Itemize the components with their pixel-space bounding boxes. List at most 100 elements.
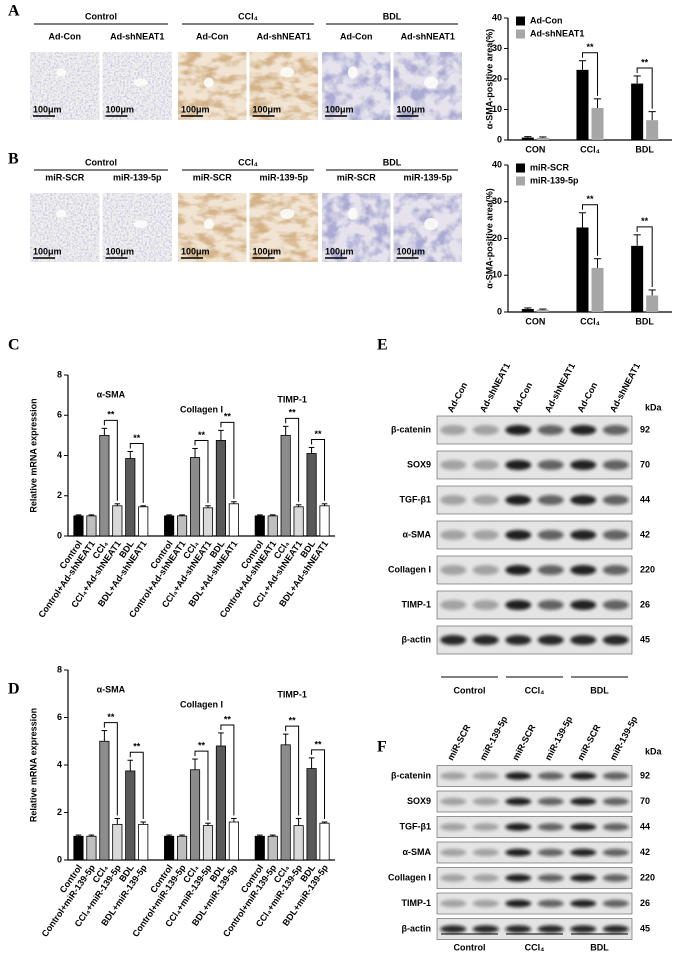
y-tick-label: 0 (497, 134, 502, 144)
blot-band (505, 459, 532, 471)
legend-swatch (516, 29, 525, 39)
bar (138, 823, 149, 861)
vessel (203, 77, 214, 88)
significance-bracket (129, 442, 144, 503)
blot-band (602, 823, 629, 831)
bar (189, 769, 201, 861)
bar (125, 770, 136, 861)
bar (86, 835, 97, 861)
protein-label: SOX9 (407, 796, 431, 806)
blot-band (570, 925, 597, 933)
legend-label: Ad-shNEAT1 (530, 28, 584, 38)
blot-band (505, 899, 532, 908)
blot-band (570, 899, 597, 908)
significance-bracket (581, 204, 599, 256)
blot-band (537, 899, 564, 908)
bar (228, 821, 239, 861)
y-tick-label: 6 (57, 712, 62, 722)
size-label: 45 (640, 923, 650, 933)
significance-label: ** (107, 712, 115, 722)
y-tick-label: 4 (57, 759, 62, 769)
significance-bracket (220, 724, 235, 816)
blot-band (570, 459, 597, 471)
blot-band (505, 874, 532, 882)
blot-band (472, 459, 499, 471)
blot-band (440, 925, 467, 933)
blot-band (440, 424, 467, 436)
bar (254, 835, 265, 861)
x-tick-label: CON (525, 144, 545, 154)
significance-label: ** (315, 429, 323, 439)
blot-band (570, 599, 597, 611)
blot-band (472, 564, 499, 576)
group-header: Control (85, 157, 117, 167)
bar (280, 434, 291, 537)
bar (112, 505, 123, 537)
significance-bracket (285, 417, 300, 502)
blot-band (602, 529, 629, 541)
treatment-label: miR-139-5p (403, 172, 452, 182)
blot-band (570, 529, 597, 541)
y-tick-label: 10 (492, 104, 502, 114)
group-label: BDL (590, 685, 609, 695)
treatment-label: Ad-Con (49, 31, 82, 41)
y-tick-label: 0 (57, 530, 62, 540)
bar (267, 515, 278, 537)
treatment-label: Ad-shNEAT1 (401, 31, 455, 41)
significance-bracket (581, 52, 599, 96)
bar (177, 515, 188, 537)
protein-label: TGF-β1 (400, 494, 432, 504)
treatment-label: Ad-shNEAT1 (110, 31, 164, 41)
blot-band (505, 564, 532, 576)
y-tick-label: 40 (492, 12, 502, 22)
bar (576, 69, 589, 140)
blot-strip (436, 841, 633, 864)
bar (228, 503, 239, 537)
significance-bracket (103, 722, 118, 816)
blot-band (505, 634, 532, 646)
blot-band (440, 848, 467, 857)
y-axis-label: Relative mRNA expression (28, 398, 38, 512)
treatment-label: miR-139-5p (113, 172, 162, 182)
scale-bar-label: 100μm (181, 246, 210, 256)
protein-label: α-SMA (402, 529, 431, 539)
vessel (347, 207, 358, 220)
blot-strip (436, 520, 633, 550)
blot-band (472, 529, 499, 541)
scale-bar-label: 100μm (397, 246, 426, 256)
protein-label: Collagen I (388, 564, 431, 574)
blot-band (440, 899, 467, 908)
bar (99, 434, 110, 537)
bar (177, 835, 188, 861)
micrograph-texture (322, 52, 391, 120)
bar (306, 768, 317, 861)
y-tick-label: 0 (57, 854, 62, 864)
blot-band (472, 848, 499, 857)
significance-label: ** (107, 410, 115, 420)
x-tick-label: CCl₄ (580, 316, 600, 326)
micrograph-texture (30, 52, 100, 120)
blot-band (537, 424, 564, 436)
bar (99, 740, 110, 861)
blot-band (602, 564, 629, 576)
y-tick-label: 8 (57, 664, 62, 674)
blot-band (440, 823, 467, 831)
blot-strip (436, 790, 633, 813)
size-label: 220 (640, 564, 655, 574)
panel-letter: B (8, 151, 19, 168)
blot-band (537, 848, 564, 857)
y-tick-label: 2 (57, 490, 62, 500)
bar (164, 515, 175, 537)
panel-letter: D (8, 681, 20, 698)
vessel (203, 219, 214, 230)
significance-bracket (220, 421, 235, 499)
micrograph-texture (249, 52, 318, 120)
blot-band (440, 529, 467, 541)
significance-label: ** (289, 716, 297, 726)
blot-band (570, 564, 597, 576)
blot-band (602, 599, 629, 611)
blot-strip (436, 485, 633, 515)
blot-band (440, 599, 467, 611)
panel-letter: C (8, 337, 20, 354)
